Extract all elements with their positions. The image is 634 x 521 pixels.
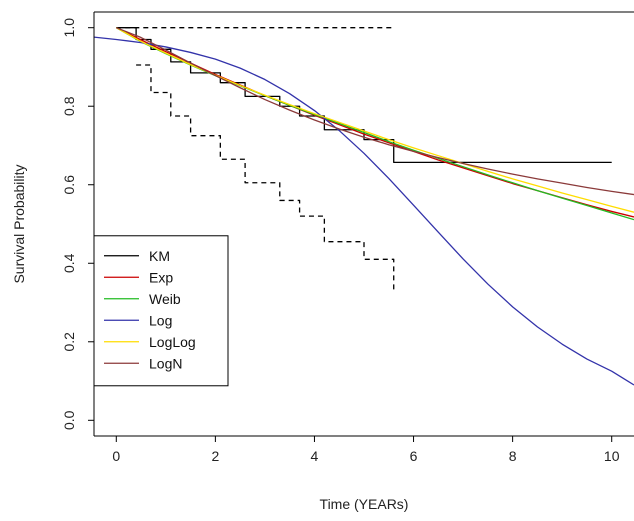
series-exp xyxy=(116,27,634,218)
legend-label-loglog: LogLog xyxy=(149,334,196,350)
x-tick-label-0: 0 xyxy=(112,448,120,464)
y-axis: 0.0 0.2 0.4 0.6 0.8 1.0 xyxy=(61,18,94,430)
y-tick-label-5: 1.0 xyxy=(61,18,77,38)
x-axis: 0 2 4 6 8 10 xyxy=(112,436,620,464)
series-loglog xyxy=(115,27,634,213)
series-km-lower-95-ci xyxy=(136,64,395,291)
x-tick-label-1: 2 xyxy=(211,448,219,464)
legend-label-logn: LogN xyxy=(149,355,182,371)
legend-label-exp: Exp xyxy=(149,269,173,285)
series-layer xyxy=(94,27,634,386)
legend-label-log: Log xyxy=(149,312,172,328)
y-tick-label-1: 0.2 xyxy=(61,332,77,352)
y-tick-label-2: 0.4 xyxy=(61,253,77,273)
legend-label-weib: Weib xyxy=(149,291,181,307)
x-axis-title: Time (YEARs) xyxy=(320,496,409,512)
series-logn xyxy=(116,27,634,196)
x-tick-label-5: 10 xyxy=(604,448,620,464)
series-log xyxy=(94,36,634,386)
legend-box xyxy=(93,235,229,387)
y-tick-label-0: 0.0 xyxy=(61,410,77,430)
y-tick-label-4: 0.8 xyxy=(61,96,77,116)
x-tick-label-3: 6 xyxy=(410,448,418,464)
y-tick-label-3: 0.6 xyxy=(61,175,77,195)
series-km xyxy=(116,27,612,164)
legend-label-km: KM xyxy=(149,248,170,264)
y-axis-title: Survival Probability xyxy=(11,164,27,283)
x-tick-label-2: 4 xyxy=(311,448,319,464)
x-tick-label-4: 8 xyxy=(509,448,517,464)
